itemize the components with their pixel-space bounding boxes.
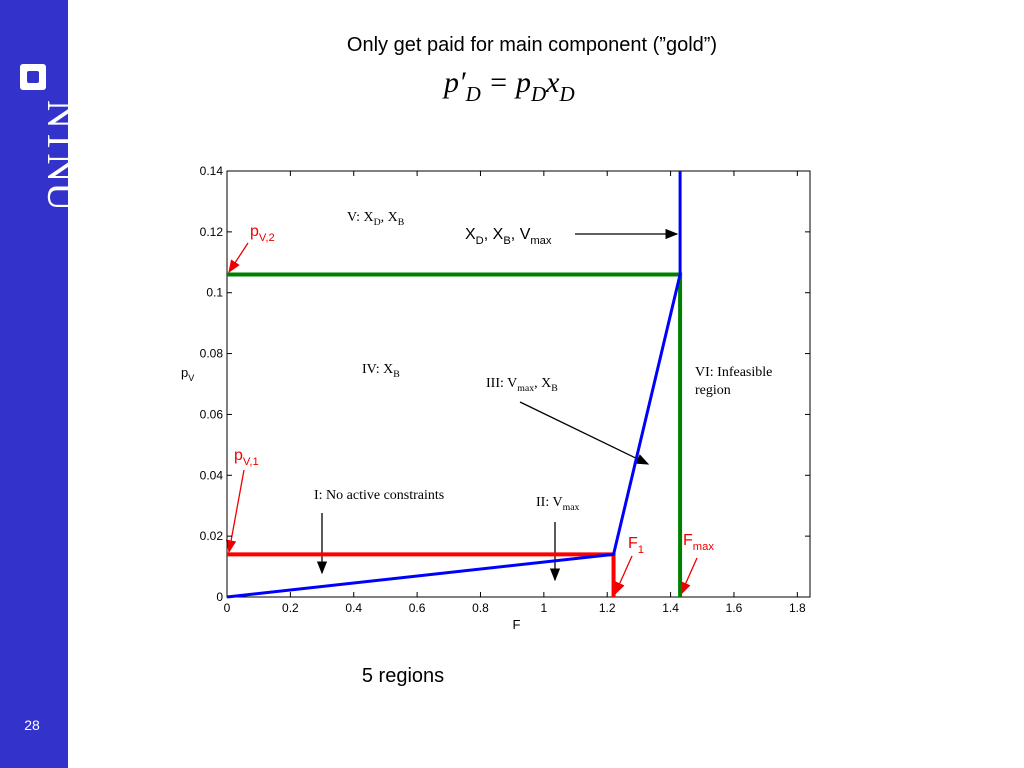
slide-title: Only get paid for main component (”gold”…	[347, 34, 717, 56]
logo-mark-inner	[27, 71, 39, 83]
subscript: max	[693, 541, 715, 553]
x-tick-label: 1.6	[726, 601, 743, 615]
text-part: p	[181, 365, 188, 380]
text-part: x	[545, 66, 560, 99]
x-tick-label: 0.4	[345, 601, 362, 615]
y-tick-label: 0.02	[200, 529, 224, 543]
x-tick-label: 1.4	[662, 601, 679, 615]
text-part: p′	[442, 66, 466, 99]
arrow	[680, 557, 698, 596]
logo-text: NTNU	[39, 100, 84, 211]
text-part: , X	[381, 210, 398, 225]
text-part: , X	[484, 226, 504, 243]
y-tick-label: 0.1	[206, 286, 223, 300]
y-tick-label: 0.14	[200, 164, 224, 178]
subscript: D	[374, 217, 381, 228]
y-tick-label: 0.12	[200, 225, 224, 239]
series-line	[226, 171, 682, 599]
arrow	[519, 401, 650, 465]
text-part: p	[234, 447, 243, 464]
text-part: F	[683, 532, 693, 549]
arrow	[228, 242, 249, 274]
x-tick-label: 1.8	[789, 601, 806, 615]
x-tick-label: 0	[224, 601, 231, 615]
y-tick-label: 0.04	[200, 468, 224, 482]
y-tick-label: 0.08	[200, 347, 224, 361]
annotation: I: No active constraints	[314, 488, 444, 503]
text-part: X	[465, 226, 476, 243]
subscript: max	[563, 502, 580, 513]
text-part: V: X	[347, 210, 374, 225]
annotation: V: XD, XB	[347, 210, 405, 228]
annotation: F1	[628, 535, 644, 556]
annotation: II: Vmax	[536, 495, 580, 513]
text-part: I: No active constraints	[314, 488, 444, 503]
x-tick-label: 1.2	[599, 601, 616, 615]
x-tick-label: 0.6	[409, 601, 426, 615]
text-part: IV: X	[362, 362, 393, 377]
annotation: region	[695, 383, 731, 398]
subscript: B	[398, 217, 405, 228]
plot-frame	[226, 170, 811, 598]
x-tick-label: 1	[541, 601, 548, 615]
annotation: III: Vmax, XB	[486, 376, 558, 394]
text-part: VI: Infeasible	[695, 365, 772, 380]
subscript: V,2	[259, 232, 275, 244]
y-tick-label: 0.06	[200, 407, 224, 421]
subscript: D	[465, 82, 481, 106]
subscript: B	[393, 369, 400, 380]
y-axis-label: pV	[181, 365, 195, 383]
text-part: p	[250, 223, 259, 240]
formula: p′D = pDxD	[442, 66, 575, 106]
subscript: D	[558, 82, 574, 106]
x-tick-label: 0.2	[282, 601, 299, 615]
subscript: V	[188, 373, 195, 383]
subscript: max	[530, 235, 552, 247]
annotation: VI: Infeasible	[695, 365, 772, 380]
sidebar	[0, 0, 68, 768]
text-part: F	[628, 535, 638, 552]
x-axis-label: F	[513, 617, 521, 632]
subscript: B	[503, 235, 510, 247]
text-part: region	[695, 383, 731, 398]
subscript: D	[530, 82, 546, 106]
annotation: Fmax	[683, 532, 714, 553]
subscript: max	[517, 383, 534, 394]
text-part: , V	[511, 226, 531, 243]
page-number: 28	[24, 717, 40, 733]
arrows	[225, 228, 698, 596]
y-tick-label: 0	[216, 590, 223, 604]
x-tick-label: 0.8	[472, 601, 489, 615]
subscript: D	[476, 235, 484, 247]
arrow	[225, 469, 245, 554]
series-line	[227, 272, 683, 597]
annotation: XD, XB, Vmax	[465, 226, 552, 247]
arrow	[614, 555, 633, 596]
subscript: 1	[638, 544, 644, 556]
annotation: IV: XB	[362, 362, 400, 380]
subscript: B	[551, 383, 558, 394]
subscript: V,1	[243, 456, 259, 468]
caption: 5 regions	[362, 665, 444, 687]
text-part: = p	[481, 66, 531, 99]
annotation: pV,2	[250, 223, 275, 244]
text-part: III: V	[486, 376, 517, 391]
text-part: , X	[534, 376, 551, 391]
annotation: pV,1	[234, 447, 259, 468]
text-part: II: V	[536, 495, 563, 510]
